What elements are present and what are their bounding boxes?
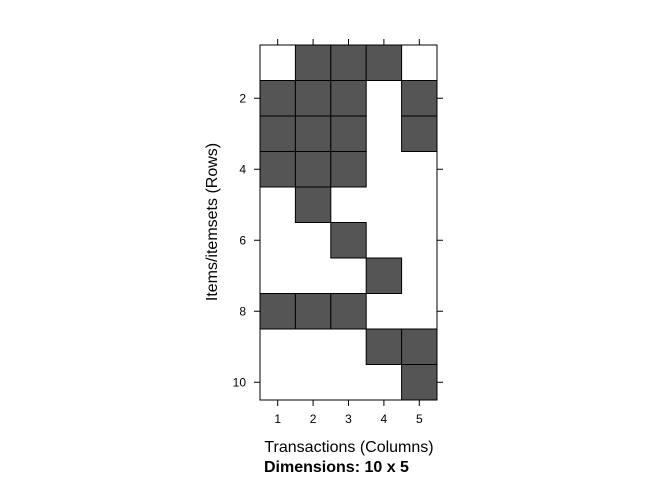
matrix-cell-r1-c4 [365, 44, 403, 81]
matrix-cell-r4-c2 [294, 151, 332, 188]
x-tick-label: 3 [345, 412, 352, 426]
y-tick-label: 4 [239, 162, 246, 176]
matrix-cell-r2-c5 [401, 80, 438, 117]
matrix-cell-r3-c3 [330, 115, 367, 152]
dimensions-label: Dimensions: 10 x 5 [264, 459, 409, 476]
y-tick-label: 2 [239, 91, 246, 105]
matrix-cell-r10-c5 [401, 364, 438, 401]
tick-layer: 1 2 3 4 5 2 4 6 8 10 [233, 39, 443, 426]
y-tick-label: 6 [239, 233, 246, 247]
x-tick-label: 2 [310, 412, 317, 426]
matrix-cell-r5-c2 [294, 186, 332, 223]
matrix-cell-r2-c1 [259, 80, 296, 117]
matrix-cell-r4-c3 [330, 151, 367, 188]
y-tick-label: 8 [239, 304, 246, 318]
cell-layer [259, 44, 438, 401]
matrix-cell-r3-c5 [401, 115, 438, 152]
x-tick-label: 1 [274, 412, 281, 426]
matrix-cell-r3-c1 [259, 115, 296, 152]
matrix-cell-r9-c5 [401, 328, 438, 365]
x-axis-title: Transactions (Columns) [264, 439, 433, 456]
y-tick-label: 10 [233, 375, 247, 389]
matrix-cell-r8-c2 [294, 293, 332, 330]
matrix-cell-r6-c3 [330, 222, 367, 259]
matrix-cell-r8-c1 [259, 293, 296, 330]
x-tick-label: 5 [416, 412, 423, 426]
matrix-cell-r9-c4 [365, 328, 403, 365]
matrix-cell-r7-c4 [365, 257, 403, 294]
matrix-cell-r1-c2 [294, 44, 332, 81]
matrix-cell-r8-c3 [330, 293, 367, 330]
matrix-cell-r2-c3 [330, 80, 367, 117]
matrix-cell-r1-c3 [330, 44, 367, 81]
matrix-cell-r4-c1 [259, 151, 296, 188]
matrix-cell-r3-c2 [294, 115, 332, 152]
y-axis-title: Items/itemsets (Rows) [204, 143, 221, 301]
x-tick-label: 4 [381, 412, 388, 426]
matrix-cell-r2-c2 [294, 80, 332, 117]
